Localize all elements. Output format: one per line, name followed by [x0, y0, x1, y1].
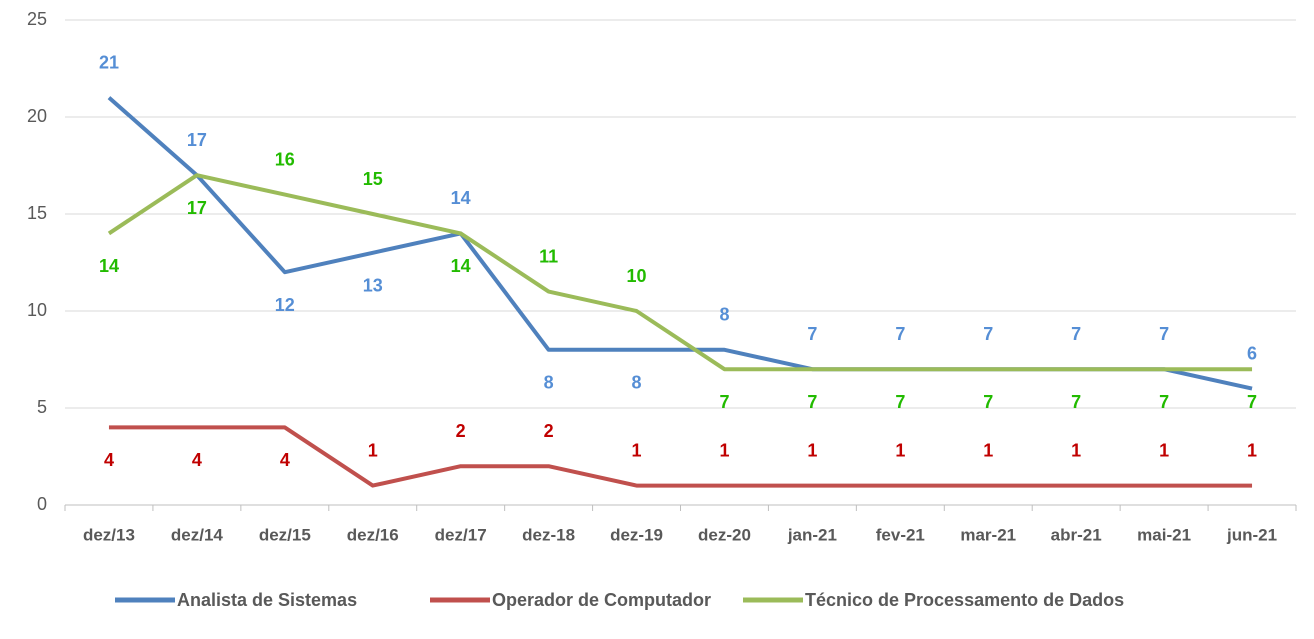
- y-tick-label: 5: [37, 397, 47, 417]
- data-label: 12: [275, 295, 295, 315]
- y-tick-label: 10: [27, 300, 47, 320]
- data-label: 7: [895, 324, 905, 344]
- x-tick-label: dez/13: [83, 525, 135, 544]
- x-tick-label: dez/14: [171, 525, 224, 544]
- data-label: 7: [895, 392, 905, 412]
- x-tick-label: jun-21: [1226, 525, 1277, 544]
- y-tick-label: 0: [37, 494, 47, 514]
- data-label: 21: [99, 52, 119, 72]
- data-label: 8: [544, 373, 554, 393]
- series-line: [107, 96, 1253, 391]
- series-line: [107, 173, 1253, 372]
- data-label: 1: [807, 440, 817, 460]
- y-tick-label: 15: [27, 203, 47, 223]
- data-label: 7: [983, 324, 993, 344]
- data-label: 7: [719, 392, 729, 412]
- data-label: 8: [719, 305, 729, 325]
- data-label: 7: [1159, 392, 1169, 412]
- x-tick-label: dez/17: [435, 525, 487, 544]
- data-label: 13: [363, 276, 383, 296]
- data-label: 1: [1071, 440, 1081, 460]
- data-label: 17: [187, 130, 207, 150]
- data-label: 7: [983, 392, 993, 412]
- x-tick-label: fev-21: [876, 525, 925, 544]
- data-label: 11: [539, 246, 558, 266]
- data-label: 6: [1247, 343, 1257, 363]
- data-label: 8: [632, 373, 642, 393]
- data-label: 7: [807, 392, 817, 412]
- x-tick-label: mar-21: [960, 525, 1016, 544]
- data-label: 7: [1159, 324, 1169, 344]
- legend-label: Operador de Computador: [492, 590, 711, 610]
- data-label: 10: [627, 266, 647, 286]
- data-label: 14: [99, 256, 119, 276]
- data-label: 1: [719, 440, 729, 460]
- y-tick-label: 20: [27, 106, 47, 126]
- data-label: 1: [895, 440, 905, 460]
- x-tick-label: dez-20: [698, 525, 751, 544]
- x-tick-label: dez/15: [259, 525, 311, 544]
- data-label: 2: [456, 421, 466, 441]
- data-label: 16: [275, 149, 295, 169]
- data-label: 7: [1071, 392, 1081, 412]
- x-tick-label: dez-18: [522, 525, 575, 544]
- data-label: 2: [544, 421, 554, 441]
- data-label: 14: [451, 256, 471, 276]
- x-tick-label: dez-19: [610, 525, 663, 544]
- data-label: 7: [807, 324, 817, 344]
- data-label: 4: [192, 450, 202, 470]
- data-label: 17: [187, 198, 207, 218]
- data-label: 15: [363, 169, 383, 189]
- x-tick-label: abr-21: [1051, 525, 1102, 544]
- legend-label: Analista de Sistemas: [177, 590, 357, 610]
- data-label: 1: [1159, 440, 1169, 460]
- data-label: 7: [1247, 392, 1257, 412]
- data-label: 1: [983, 440, 993, 460]
- data-label: 1: [1247, 440, 1257, 460]
- data-label: 4: [280, 450, 290, 470]
- data-label: 1: [632, 440, 642, 460]
- series-line: [108, 425, 1253, 488]
- data-label: 14: [451, 188, 471, 208]
- x-tick-label: dez/16: [347, 525, 399, 544]
- y-tick-label: 25: [27, 9, 47, 29]
- legend-label: Técnico de Processamento de Dados: [805, 590, 1124, 610]
- data-label: 7: [1071, 324, 1081, 344]
- data-label: 1: [368, 440, 378, 460]
- x-tick-label: jan-21: [787, 525, 837, 544]
- data-label: 4: [104, 450, 114, 470]
- x-tick-label: mai-21: [1137, 525, 1191, 544]
